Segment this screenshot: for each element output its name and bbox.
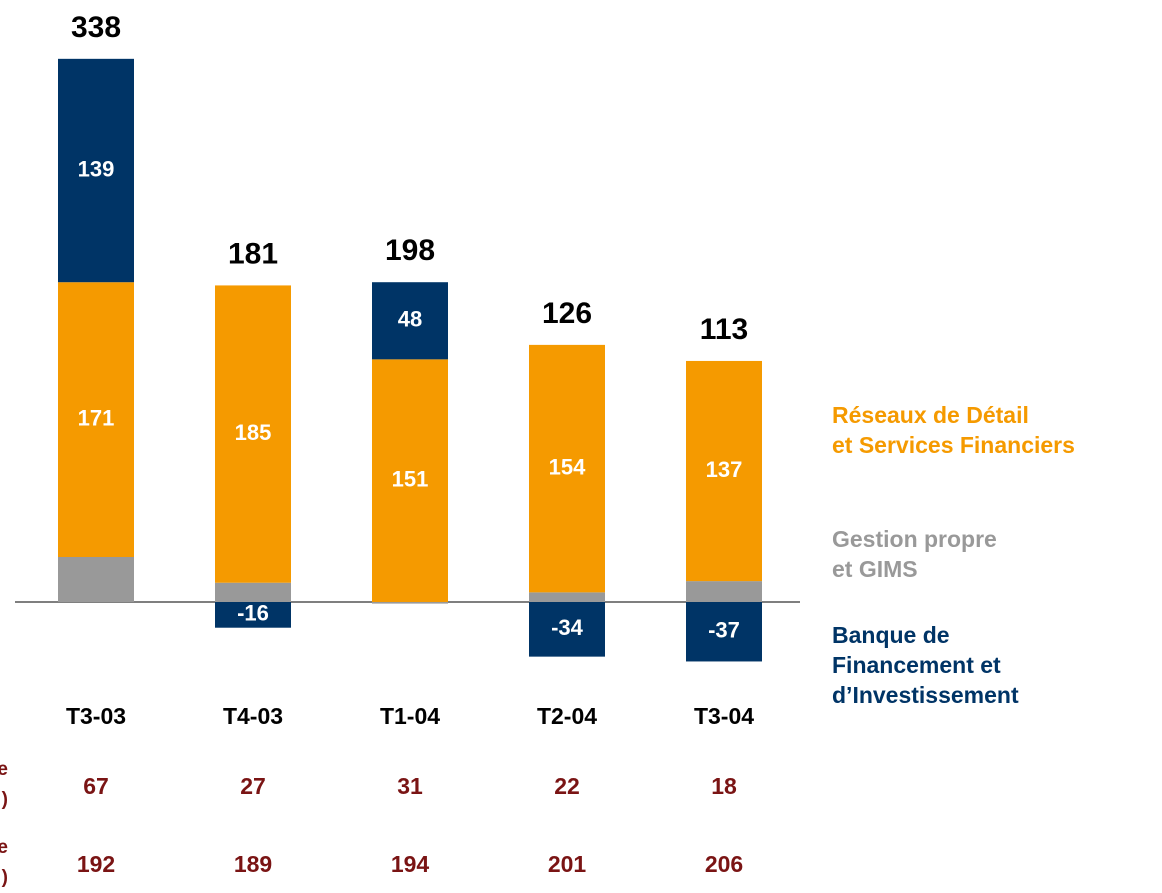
bar-segment [686,602,762,662]
value-label: 171 [78,405,115,430]
total-label: 113 [700,313,748,346]
x-tick-label: T3-04 [694,703,754,729]
legend-entry: Banque de Financement et d’Investissemen… [832,622,1019,708]
total-label: 338 [71,11,121,44]
row-value: 18 [711,773,737,799]
bar-segment [372,282,448,360]
row-value: 206 [705,851,743,877]
value-label: -34 [551,615,584,640]
row-value: 27 [240,773,266,799]
bar-segment [686,581,762,602]
bar-segment [372,602,448,604]
total-label: 198 [385,234,435,267]
legend-entry: Gestion propre et GIMS [832,526,997,582]
row-value: 192 [77,851,115,877]
bar-segment [58,282,134,558]
bar-segment [529,602,605,657]
bar-segment [372,359,448,602]
value-label: 185 [235,420,272,445]
row-value: 67 [83,773,109,799]
x-tick-label: T2-04 [537,703,597,729]
bar-segment [215,285,291,583]
legend-entry: Réseaux de Détail et Services Financiers [832,402,1075,458]
value-label: 154 [549,454,586,479]
bar-segment [58,58,134,283]
value-label: -37 [708,618,740,643]
bar-segment [529,344,605,593]
value-label: 151 [392,466,429,491]
value-label: 137 [706,457,743,482]
row-label: e [0,759,8,780]
x-tick-label: T4-03 [223,703,283,729]
value-label: 139 [78,156,115,181]
row-label: ) [2,789,8,810]
row-value: 194 [391,851,430,877]
value-label: 48 [398,307,422,332]
row-label: e [0,837,8,858]
row-value: 31 [397,773,423,799]
x-tick-label: T3-03 [66,703,126,729]
row-value: 22 [554,773,580,799]
row-value: 189 [234,851,272,877]
bar-segment [215,602,291,628]
bar-segment [58,557,134,602]
row-value: 201 [548,851,587,877]
total-label: 181 [228,237,278,270]
x-tick-label: T1-04 [380,703,440,729]
row-label: ) [2,867,8,888]
value-label: -16 [237,601,269,626]
bar-segment [215,582,291,602]
bar-segment [529,592,605,602]
bar-segment [686,360,762,582]
total-label: 126 [542,297,592,330]
